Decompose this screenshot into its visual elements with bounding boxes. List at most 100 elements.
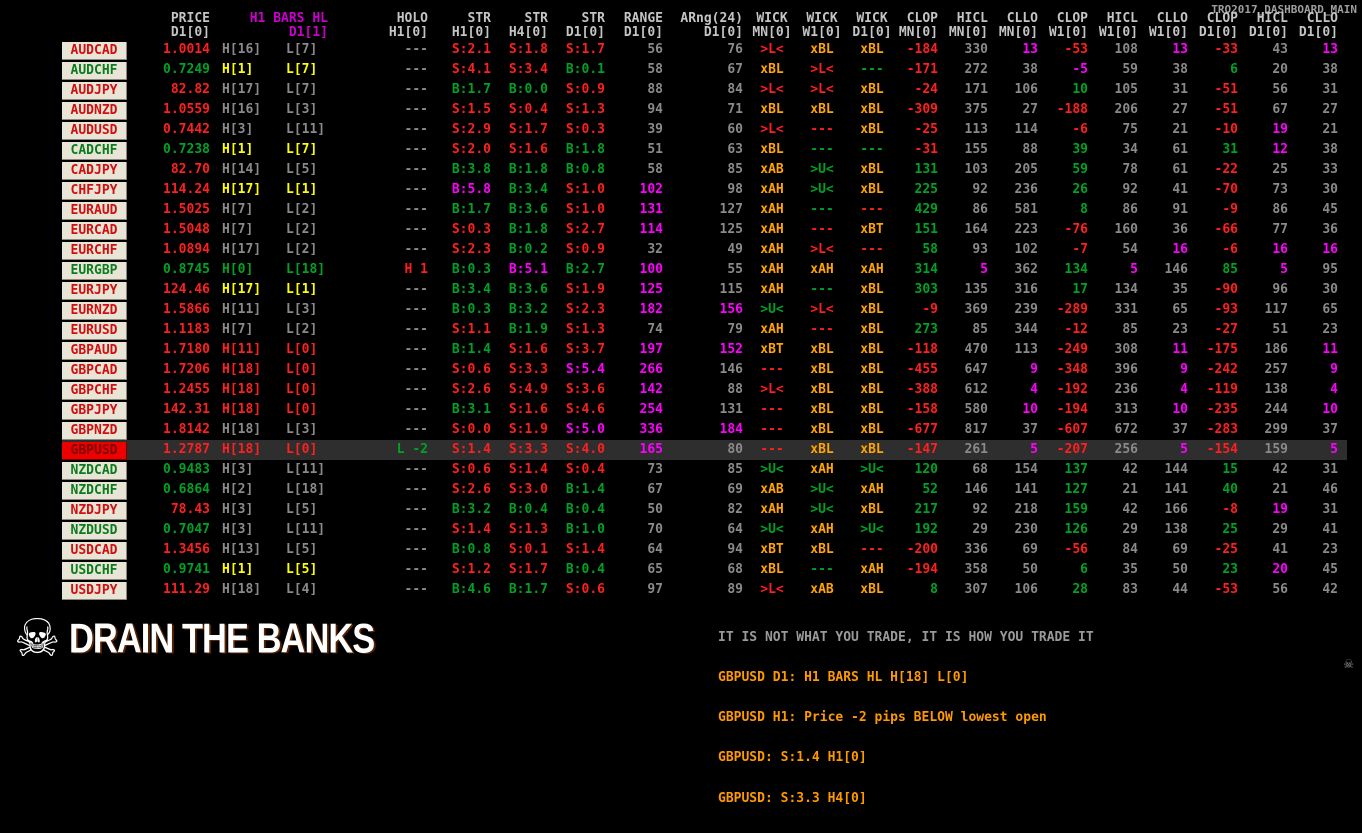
pair-badge-eurnzd[interactable]: EURNZD: [62, 302, 127, 320]
hicl-w1-value: 313: [1114, 402, 1138, 417]
arng24-d1-value: 79: [727, 322, 743, 337]
range-d1-value: 88: [647, 82, 663, 97]
pair-row-nzdusd[interactable]: NZDUSD 0.7047 H[3] L[11] --- S:1.4 S:1.3 B:1.0 7…: [62, 520, 1347, 540]
h1-bars-high-value: H[17]: [222, 182, 262, 197]
pair-badge-audjpy[interactable]: AUDJPY: [62, 82, 127, 100]
pair-row-usdjpy[interactable]: USDJPY 111.29 H[18] L[4] --- B:4.6 B:1.7 S:0.6 9…: [62, 580, 1347, 600]
holo-value: ---: [404, 222, 428, 237]
str-h1-value: S:0.6: [451, 362, 491, 377]
cllo-d1-value: 31: [1322, 502, 1338, 517]
pair-row-eurchf[interactable]: EURCHF 1.0894 H[17] L[2] --- S:2.3 B:0.2 S:0.9 3…: [62, 240, 1347, 260]
pair-badge-cadchf[interactable]: CADCHF: [62, 142, 127, 160]
pair-row-gbpnzd[interactable]: GBPNZD 1.8142 H[18] L[3] --- S:0.0 S:1.9 S:5.0 3…: [62, 420, 1347, 440]
pair-badge-gbpchf[interactable]: GBPCHF: [62, 382, 127, 400]
pair-badge-cadjpy[interactable]: CADJPY: [62, 162, 127, 180]
pair-badge-nzdjpy[interactable]: NZDJPY: [62, 502, 127, 520]
pair-badge-gbpnzd[interactable]: GBPNZD: [62, 422, 127, 440]
pair-badge-usdjpy[interactable]: USDJPY: [62, 582, 127, 600]
pair-badge-audcad[interactable]: AUDCAD: [62, 42, 127, 60]
pair-cell: NZDCHF: [62, 480, 132, 500]
cllo-d1-value: 42: [1322, 582, 1338, 597]
pair-badge-audusd[interactable]: AUDUSD: [62, 122, 127, 140]
pair-badge-gbpaud[interactable]: GBPAUD: [62, 342, 127, 360]
pair-badge-gbpusd[interactable]: GBPUSD: [62, 442, 127, 460]
pair-badge-eurgbp[interactable]: EURGBP: [62, 262, 127, 280]
pair-row-chfjpy[interactable]: CHFJPY 114.24 H[17] L[1] --- B:5.8 B:3.4 S:1.0 1…: [62, 180, 1347, 200]
pair-badge-gbpcad[interactable]: GBPCAD: [62, 362, 127, 380]
col-header-period-1: D1[0]: [170, 25, 210, 40]
h1-bars-low-value: L[0]: [286, 382, 318, 397]
pair-badge-euraud[interactable]: EURAUD: [62, 202, 127, 220]
wick-w1-value: >U<: [810, 162, 834, 177]
pair-row-nzdcad[interactable]: NZDCAD 0.9483 H[3] L[11] --- S:0.6 S:1.4 S:0.4 7…: [62, 460, 1347, 480]
pair-row-eurcad[interactable]: EURCAD 1.5048 H[7] L[2] --- S:0.3 B:1.8 S:2.7 11…: [62, 220, 1347, 240]
pair-row-euraud[interactable]: EURAUD 1.5025 H[7] L[2] --- B:1.7 B:3.6 S:1.0 13…: [62, 200, 1347, 220]
pair-row-eurnzd[interactable]: EURNZD 1.5866 H[11] L[3] --- B:0.3 B:3.2 S:2.3 1…: [62, 300, 1347, 320]
pair-row-usdcad[interactable]: USDCAD 1.3456 H[13] L[5] --- B:0.8 S:0.1 S:1.4 6…: [62, 540, 1347, 560]
arng24-d1-value: 76: [727, 42, 743, 57]
h1-bars-low-value: L[3]: [286, 422, 318, 437]
pair-badge-nzdchf[interactable]: NZDCHF: [62, 482, 127, 500]
hicl-d1-value: 96: [1272, 282, 1288, 297]
col-header-title-15: CLOP: [1056, 11, 1088, 26]
price-value: 0.9483: [163, 462, 210, 477]
col-header-period-11: D1[0]: [852, 25, 892, 40]
pair-row-audjpy[interactable]: AUDJPY 82.82 H[17] L[7] --- B:1.7 B:0.0 S:0.9 88…: [62, 80, 1347, 100]
pair-badge-usdcad[interactable]: USDCAD: [62, 542, 127, 560]
pair-badge-eurchf[interactable]: EURCHF: [62, 242, 127, 260]
cllo-d1-value: 41: [1322, 522, 1338, 537]
pair-row-eurgbp[interactable]: EURGBP 0.8745 H[0] L[18] H 1 B:0.3 B:5.1 B:2.7 1…: [62, 260, 1347, 280]
clop-w1-value: -289: [1056, 302, 1088, 317]
pair-row-cadchf[interactable]: CADCHF 0.7238 H[1] L[7] --- S:2.0 S:1.6 B:1.8 51…: [62, 140, 1347, 160]
clop-mn-value: 273: [914, 322, 938, 337]
hicl-d1-value: 299: [1264, 422, 1288, 437]
str-h4-value: S:1.8: [508, 42, 548, 57]
pair-row-gbpjpy[interactable]: GBPJPY 142.31 H[18] L[0] --- B:3.1 S:1.6 S:4.6 2…: [62, 400, 1347, 420]
pair-row-eurusd[interactable]: EURUSD 1.1183 H[7] L[2] --- S:1.1 B:1.9 S:1.3 74…: [62, 320, 1347, 340]
pair-row-gbpusd[interactable]: GBPUSD 1.2787 H[18] L[0] L -2 S:1.4 S:3.3 S:4.0…: [62, 440, 1347, 460]
clop-mn-value: -171: [906, 62, 938, 77]
pair-badge-gbpjpy[interactable]: GBPJPY: [62, 402, 127, 420]
pair-badge-chfjpy[interactable]: CHFJPY: [62, 182, 127, 200]
str-h4-value: B:3.6: [508, 202, 548, 217]
hicl-w1-value: 672: [1114, 422, 1138, 437]
pair-row-gbpchf[interactable]: GBPCHF 1.2455 H[18] L[0] --- S:2.6 S:4.9 S:3.6 1…: [62, 380, 1347, 400]
arng24-d1-value: 88: [727, 382, 743, 397]
wick-d1-value: xBL: [860, 382, 884, 397]
pair-badge-nzdusd[interactable]: NZDUSD: [62, 522, 127, 540]
str-d1-value: S:0.9: [565, 82, 605, 97]
pair-row-audcad[interactable]: AUDCAD 1.0014 H[16] L[7] --- S:2.1 S:1.8 S:1.7 5…: [62, 40, 1347, 60]
pair-row-gbpcad[interactable]: GBPCAD 1.7206 H[18] L[0] --- S:0.6 S:3.3 S:5.4 2…: [62, 360, 1347, 380]
pair-row-usdchf[interactable]: USDCHF 0.9741 H[1] L[5] --- S:1.2 S:1.7 B:0.4 65…: [62, 560, 1347, 580]
range-d1-value: 142: [639, 382, 663, 397]
arng24-d1-value: 184: [719, 422, 743, 437]
pair-row-eurjpy[interactable]: EURJPY 124.46 H[17] L[1] --- B:3.4 B:3.6 S:1.9 1…: [62, 280, 1347, 300]
pair-badge-audnzd[interactable]: AUDNZD: [62, 102, 127, 120]
pair-badge-eurusd[interactable]: EURUSD: [62, 322, 127, 340]
wick-d1-value: xBL: [860, 362, 884, 377]
wick-mn-value: ---: [760, 362, 784, 377]
wick-mn-value: >U<: [760, 462, 784, 477]
clop-mn-value: -677: [906, 422, 938, 437]
hicl-w1-value: 85: [1122, 322, 1138, 337]
str-h4-value: S:3.3: [508, 442, 548, 457]
arng24-d1-value: 80: [727, 442, 743, 457]
pair-row-gbpaud[interactable]: GBPAUD 1.7180 H[11] L[0] --- B:1.4 S:1.6 S:3.7 1…: [62, 340, 1347, 360]
str-d1-value: S:0.9: [565, 242, 605, 257]
pair-badge-audchf[interactable]: AUDCHF: [62, 62, 127, 80]
pair-badge-usdchf[interactable]: USDCHF: [62, 562, 127, 580]
str-h4-value: B:3.2: [508, 302, 548, 317]
wick-w1-value: xBL: [810, 382, 834, 397]
pair-row-audnzd[interactable]: AUDNZD 1.0559 H[16] L[3] --- S:1.5 S:0.4 S:1.3 9…: [62, 100, 1347, 120]
pair-row-audusd[interactable]: AUDUSD 0.7442 H[3] L[11] --- S:2.9 S:1.7 S:0.3 3…: [62, 120, 1347, 140]
pair-row-audchf[interactable]: AUDCHF 0.7249 H[1] L[7] --- S:4.1 S:3.4 B:0.1 58…: [62, 60, 1347, 80]
str-h1-value: S:0.3: [451, 222, 491, 237]
pair-badge-eurjpy[interactable]: EURJPY: [62, 282, 127, 300]
str-h4-value: B:5.1: [508, 262, 548, 277]
pair-row-nzdjpy[interactable]: NZDJPY 78.43 H[3] L[5] --- B:3.2 B:0.4 B:0.4 50 8…: [62, 500, 1347, 520]
pair-cell: EURUSD: [62, 320, 132, 340]
pair-row-nzdchf[interactable]: NZDCHF 0.6864 H[2] L[18] --- S:2.6 S:3.0 B:1.4 6…: [62, 480, 1347, 500]
pair-badge-eurcad[interactable]: EURCAD: [62, 222, 127, 240]
pair-row-cadjpy[interactable]: CADJPY 82.70 H[14] L[5] --- B:3.8 B:1.8 B:0.8 58…: [62, 160, 1347, 180]
pair-badge-nzdcad[interactable]: NZDCAD: [62, 462, 127, 480]
